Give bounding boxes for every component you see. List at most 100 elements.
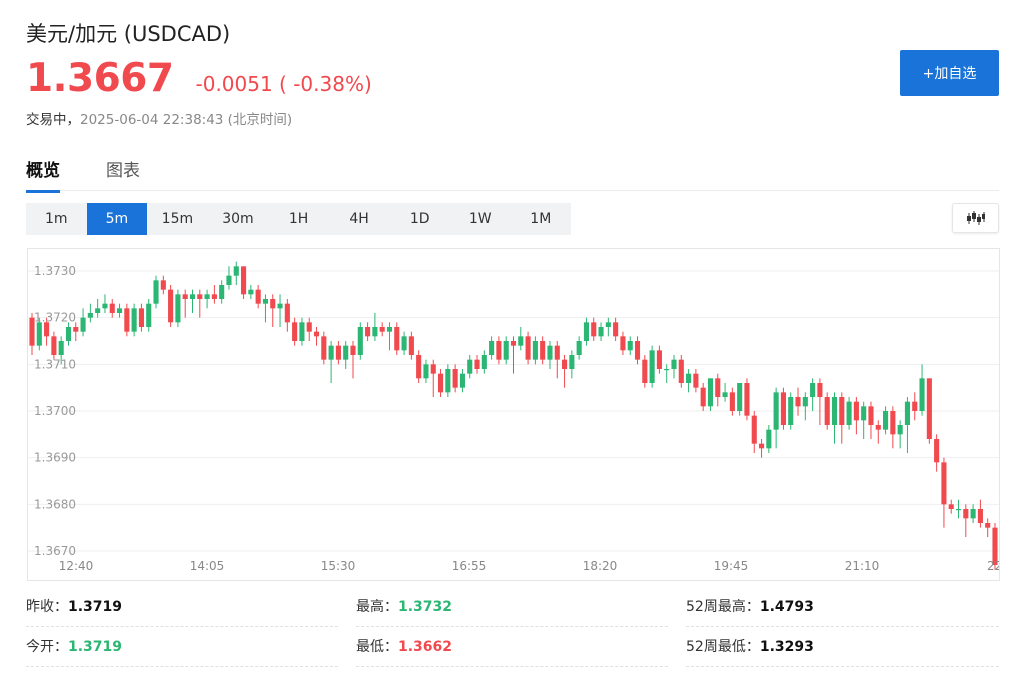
- candle-body: [350, 345, 356, 355]
- x-tick-label: 14:05: [190, 559, 225, 573]
- candle-body: [540, 341, 546, 360]
- price-row: 1.3667 -0.0051 ( -0.38%): [26, 56, 372, 101]
- last-price: 1.3667: [26, 56, 174, 101]
- candle-body: [95, 308, 101, 313]
- candle-body: [189, 294, 196, 299]
- candle-body: [810, 383, 816, 397]
- candle-body: [970, 509, 976, 519]
- candle-body: [430, 364, 436, 374]
- price-chart[interactable]: 1.3730 1.3720 1.3710 1.3700 1.3690 1.3680 1.36…: [27, 248, 1000, 581]
- candle-body: [168, 289, 174, 323]
- stats-row-2: 今开：1.3719 最低：1.3662 52周最低：1.3293: [26, 627, 999, 667]
- candle-body: [182, 294, 188, 299]
- candle-body: [890, 411, 896, 435]
- candle-body: [51, 336, 57, 355]
- period-30m[interactable]: 30m: [222, 211, 254, 227]
- stat-open: 今开：1.3719: [26, 627, 338, 667]
- period-1mo[interactable]: 1M: [530, 211, 552, 227]
- candle-body: [824, 397, 830, 425]
- candle-body: [562, 359, 568, 369]
- candle-body: [671, 359, 677, 369]
- candle-body: [102, 303, 108, 309]
- trading-status: 交易中，2025-06-04 22:38:43 (北京时间): [26, 108, 292, 128]
- candle-body: [897, 425, 903, 435]
- candle-body: [744, 383, 750, 416]
- candle-body: [474, 359, 480, 369]
- tab-overview[interactable]: 概览: [26, 156, 60, 193]
- candle-body: [795, 397, 801, 407]
- candle-body: [503, 341, 509, 360]
- candle-body: [642, 359, 648, 383]
- candle-body: [321, 336, 327, 360]
- candle-body: [489, 341, 495, 355]
- candle-body: [678, 359, 684, 383]
- candle-body: [780, 392, 786, 425]
- period-5m[interactable]: 5m: [86, 203, 148, 235]
- candle-body: [963, 509, 969, 519]
- candle-body: [591, 322, 597, 337]
- x-tick-label: 18:20: [583, 559, 618, 573]
- candle-body: [919, 378, 925, 411]
- add-to-watchlist-button[interactable]: +加自选: [900, 50, 999, 96]
- candle-body: [547, 345, 553, 360]
- stat-low: 最低：1.3662: [356, 627, 668, 667]
- candle-body: [306, 322, 312, 332]
- candle-body: [904, 401, 911, 425]
- tab-bar: 概览 图表: [26, 150, 999, 193]
- tab-chart[interactable]: 图表: [106, 161, 140, 181]
- candle-body: [598, 327, 604, 337]
- candle-body: [65, 327, 72, 341]
- candle-body: [569, 355, 575, 369]
- candle-body: [926, 378, 932, 439]
- axis-labels: 1.3730 1.3720 1.3710 1.3700 1.3690 1.3680 1.36…: [34, 264, 999, 573]
- candle-body: [649, 350, 655, 383]
- candle-body: [766, 429, 772, 449]
- candle-body: [29, 317, 35, 346]
- period-15m[interactable]: 15m: [161, 211, 194, 227]
- candle-body: [758, 443, 765, 449]
- period-1d[interactable]: 1D: [409, 211, 430, 227]
- candle-body: [233, 266, 239, 276]
- grid-lines: [28, 270, 999, 552]
- chart-type-toggle[interactable]: [952, 203, 999, 233]
- candle-body: [394, 327, 400, 351]
- candle-body: [700, 387, 706, 407]
- candles: [29, 261, 998, 570]
- candle-body: [525, 336, 531, 360]
- period-4h[interactable]: 4H: [349, 211, 369, 227]
- candle-body: [664, 369, 670, 371]
- x-tick-label: 19:45: [714, 559, 749, 573]
- candle-body: [44, 322, 50, 337]
- candle-body: [853, 401, 859, 421]
- period-1h[interactable]: 1H: [288, 211, 309, 227]
- candle-body: [255, 289, 261, 304]
- candle-body: [241, 266, 247, 295]
- candle-body: [131, 308, 137, 332]
- candle-body: [138, 308, 144, 327]
- candle-body: [912, 401, 918, 411]
- trading-status-label: 交易中，: [26, 112, 80, 128]
- candle-body: [613, 322, 619, 337]
- candle-body: [109, 303, 115, 313]
- candle-body: [160, 280, 166, 290]
- candle-body: [510, 341, 517, 346]
- period-1m[interactable]: 1m: [45, 211, 68, 227]
- candle-body: [124, 308, 130, 332]
- candle-body: [365, 327, 371, 337]
- y-tick-label: 1.3670: [34, 544, 76, 558]
- candle-body: [175, 294, 181, 323]
- x-tick-label: 16:55: [452, 559, 487, 573]
- candle-body: [751, 415, 757, 444]
- candle-body: [73, 327, 79, 332]
- period-1w[interactable]: 1W: [468, 211, 492, 227]
- candle-body: [408, 336, 414, 355]
- candle-body: [197, 294, 203, 299]
- candle-body: [153, 280, 159, 304]
- candle-body: [116, 308, 123, 313]
- candle-body: [445, 369, 451, 393]
- candle-body: [87, 313, 93, 318]
- candle-body: [452, 369, 458, 388]
- candle-body: [518, 336, 524, 346]
- y-tick-label: 1.3730: [34, 264, 76, 278]
- y-tick-label: 1.3680: [34, 497, 76, 511]
